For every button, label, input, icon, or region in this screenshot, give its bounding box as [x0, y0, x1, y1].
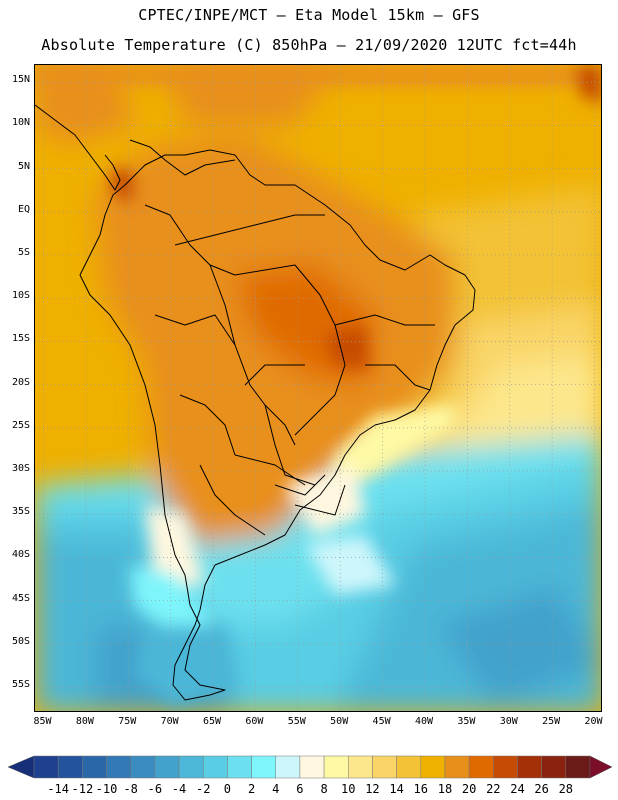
colorbar-swatch — [493, 755, 518, 779]
lat-tick-label: 5S — [17, 247, 30, 259]
colorbar-swatch — [106, 755, 131, 779]
lon-tick-label: 45W — [372, 716, 391, 727]
colorbar-tick-label: 24 — [510, 782, 525, 796]
lon-tick-label: 30W — [499, 716, 518, 727]
colorbar-tick-label: 12 — [365, 782, 380, 796]
colorbar-swatch — [202, 755, 228, 779]
colorbar-swatch — [420, 755, 446, 779]
colorbar-tick-label: -6 — [147, 782, 163, 796]
colorbar-right-arrow — [589, 755, 613, 779]
colorbar-swatch — [275, 755, 301, 779]
graticule — [35, 65, 601, 711]
lon-tick-label: 25W — [542, 716, 561, 727]
lat-tick-label: 10N — [11, 117, 30, 129]
map-title-line1: CPTEC/INPE/MCT – Eta Model 15km – GFS — [138, 6, 480, 24]
colorbar-tick-label: 10 — [341, 782, 356, 796]
lat-tick-label: 50S — [11, 635, 30, 647]
lat-tick-label: 15N — [11, 74, 30, 86]
colorbar-left-arrow — [7, 755, 35, 779]
lat-tick-label: 30S — [11, 463, 30, 475]
lon-tick-label: 60W — [245, 716, 264, 727]
colorbar-swatch — [33, 755, 59, 779]
lon-tick-label: 80W — [75, 716, 94, 727]
colorbar — [7, 755, 613, 779]
colorbar-swatch — [372, 755, 397, 779]
colorbar-swatch — [444, 755, 470, 779]
colorbar-swatch — [517, 755, 542, 779]
temperature-map — [35, 65, 601, 711]
colorbar-swatch — [178, 755, 204, 779]
colorbar-tick-label: 22 — [486, 782, 501, 796]
colorbar-swatch — [468, 755, 494, 779]
lat-tick-label: 25S — [11, 419, 30, 431]
colorbar-tick-label: 16 — [413, 782, 429, 796]
coastlines — [35, 104, 476, 701]
colorbar-tick-label: 6 — [296, 782, 304, 796]
colorbar-swatch — [299, 755, 325, 779]
colorbar-tick-label: -4 — [171, 782, 187, 796]
colorbar-swatch — [130, 755, 156, 779]
lat-tick-label: EQ — [17, 203, 30, 215]
colorbar-tick-label: 2 — [247, 782, 256, 796]
lon-tick-label: 50W — [330, 716, 349, 727]
colorbar-tick-label: 28 — [558, 782, 574, 796]
colorbar-tick-label: -10 — [95, 782, 118, 796]
colorbar-swatch — [82, 755, 107, 779]
colorbar-swatch — [251, 755, 276, 779]
colorbar-tick-label: 0 — [223, 782, 232, 796]
colorbar-swatch — [396, 755, 422, 779]
lon-tick-label: 35W — [457, 716, 476, 727]
lon-tick-label: 65W — [202, 716, 222, 727]
colorbar-tick-label: -12 — [71, 782, 94, 796]
lat-tick-label: 5N — [17, 160, 30, 172]
colorbar-tick-label: 18 — [437, 782, 453, 796]
colorbar-tick-label: -14 — [47, 782, 70, 796]
colorbar-tick-label: 26 — [534, 782, 549, 796]
lat-tick-label: 35S — [11, 506, 30, 518]
colorbar-swatch — [348, 755, 373, 779]
colorbar-tick-label: 20 — [461, 782, 477, 796]
lat-tick-label: 45S — [11, 592, 30, 604]
lon-tick-label: 20W — [584, 716, 603, 727]
lon-tick-label: 55W — [287, 716, 306, 727]
colorbar-swatch — [541, 755, 567, 779]
map-title-line2: Absolute Temperature (C) 850hPa – 21/09/… — [41, 36, 577, 54]
lat-tick-label: 20S — [11, 376, 30, 388]
lon-tick-label: 40W — [414, 716, 433, 727]
colorbar-tick-label: -8 — [123, 782, 138, 796]
colorbar-tick-label: 14 — [389, 782, 404, 796]
colorbar-swatch — [323, 755, 349, 779]
lat-tick-label: 55S — [11, 679, 30, 691]
lon-tick-label: 85W — [33, 716, 52, 727]
lon-tick-label: 70W — [160, 716, 179, 727]
colorbar-tick-label: 4 — [272, 782, 280, 796]
colorbar-swatch — [565, 755, 591, 779]
lon-tick-label: 75W — [118, 716, 137, 727]
colorbar-tick-label: -2 — [195, 782, 211, 796]
lat-tick-label: 15S — [11, 333, 30, 345]
colorbar-swatch — [154, 755, 180, 779]
map-panel — [34, 64, 602, 712]
colorbar-swatch — [227, 755, 252, 779]
colorbar-swatch — [57, 755, 83, 779]
temperature-detail — [35, 65, 601, 705]
colorbar-tick-label: 8 — [320, 782, 328, 796]
lat-tick-label: 40S — [11, 549, 30, 561]
lat-tick-label: 10S — [11, 290, 30, 302]
